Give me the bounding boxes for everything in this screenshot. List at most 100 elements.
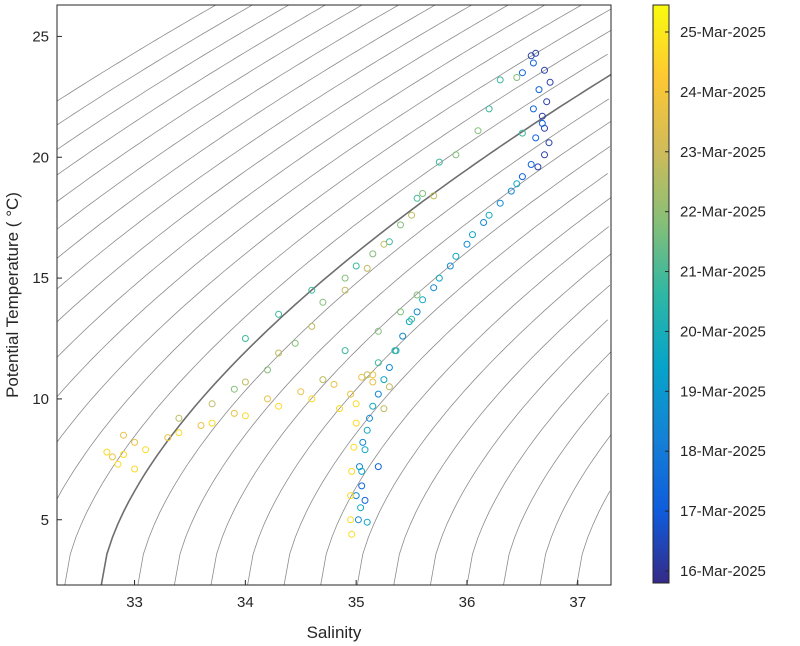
x-tick-label: 34 — [237, 594, 254, 611]
data-point — [120, 431, 127, 439]
data-point — [230, 385, 238, 393]
data-point — [352, 419, 360, 427]
density-contours — [57, 5, 611, 585]
isopycnal-line — [57, 5, 473, 290]
data-point — [350, 443, 358, 451]
data-point — [529, 105, 537, 113]
isopycnal-line — [320, 226, 610, 585]
data-point — [369, 378, 377, 386]
isopycnal-line — [57, 8, 611, 443]
data-point — [535, 86, 543, 94]
data-point — [538, 119, 546, 127]
isopycnal-line — [137, 98, 610, 585]
y-tick-label: 15 — [32, 270, 49, 287]
data-points — [103, 49, 554, 538]
data-point — [399, 332, 407, 340]
isopycnal-line — [57, 5, 436, 259]
data-point — [385, 364, 393, 371]
data-point — [405, 318, 413, 326]
data-point — [435, 158, 443, 166]
data-point — [518, 129, 526, 137]
isopycnal-line — [64, 53, 608, 585]
data-point — [319, 376, 327, 384]
data-point — [359, 438, 367, 446]
data-point — [358, 482, 366, 490]
data-point — [374, 463, 382, 471]
data-point — [275, 349, 283, 357]
data-point — [208, 400, 216, 408]
data-point — [391, 347, 399, 355]
isopycnal-line — [356, 253, 611, 585]
isopycnal-line — [174, 120, 611, 585]
data-point — [532, 134, 540, 142]
data-point — [532, 49, 540, 57]
data-point — [308, 286, 316, 294]
x-tick-label: 33 — [126, 594, 143, 611]
data-point — [197, 422, 205, 429]
data-point — [413, 308, 421, 316]
data-point — [413, 194, 421, 202]
data-point — [341, 347, 349, 355]
data-point — [361, 496, 369, 504]
data-point — [397, 221, 404, 229]
y-tick-label: 20 — [32, 149, 49, 166]
data-point — [366, 414, 373, 422]
data-point — [385, 238, 393, 246]
data-point — [363, 264, 371, 272]
isopycnal-line — [57, 5, 327, 176]
data-point — [374, 390, 382, 398]
data-point — [513, 74, 521, 81]
isopycnal-line — [57, 5, 510, 323]
data-point — [131, 438, 139, 446]
isopycnal-line — [57, 29, 611, 500]
isopycnal-line — [393, 284, 611, 585]
data-point — [385, 383, 393, 391]
colorbar-tick-label: 18-Mar-2025 — [680, 443, 766, 460]
data-point — [408, 315, 416, 323]
data-point — [541, 151, 548, 159]
data-point — [297, 388, 305, 396]
data-point — [319, 298, 327, 306]
colorbar-tick-label: 25-Mar-2025 — [680, 24, 766, 41]
data-point — [358, 373, 366, 381]
data-point — [120, 451, 127, 458]
data-point — [208, 419, 216, 427]
data-point — [485, 105, 493, 113]
data-point — [275, 310, 283, 318]
x-axis-label: Salinity — [307, 623, 362, 642]
data-point — [529, 59, 537, 67]
data-point — [545, 139, 553, 147]
data-point — [452, 252, 460, 260]
data-point — [336, 405, 343, 413]
colorbar-tick-label: 16-Mar-2025 — [680, 563, 766, 580]
data-point — [354, 516, 362, 524]
colorbar-tick-label: 19-Mar-2025 — [680, 383, 766, 400]
data-point — [408, 211, 416, 219]
x-tick-label: 37 — [569, 594, 586, 611]
data-point — [430, 284, 438, 292]
data-point — [341, 286, 349, 294]
isopycnal-line — [57, 5, 217, 102]
plot-background — [57, 5, 611, 585]
data-point — [352, 262, 360, 270]
data-point — [264, 366, 271, 374]
data-point — [308, 395, 316, 403]
data-point — [291, 339, 299, 347]
data-point — [480, 219, 488, 226]
data-point — [452, 151, 460, 159]
data-point — [114, 460, 122, 468]
data-point — [142, 446, 150, 454]
colorbar-gradient — [652, 4, 670, 584]
data-point — [164, 434, 172, 442]
data-point — [518, 173, 526, 181]
isopycnal-line — [57, 5, 400, 230]
data-point — [380, 376, 388, 384]
data-point — [241, 335, 249, 342]
highlighted-isopycnal — [100, 73, 611, 585]
data-point — [463, 240, 471, 248]
data-point — [230, 409, 238, 417]
data-point — [369, 250, 377, 258]
y-axis: 5 10 15 20 25 — [32, 28, 62, 529]
data-point — [413, 291, 421, 299]
